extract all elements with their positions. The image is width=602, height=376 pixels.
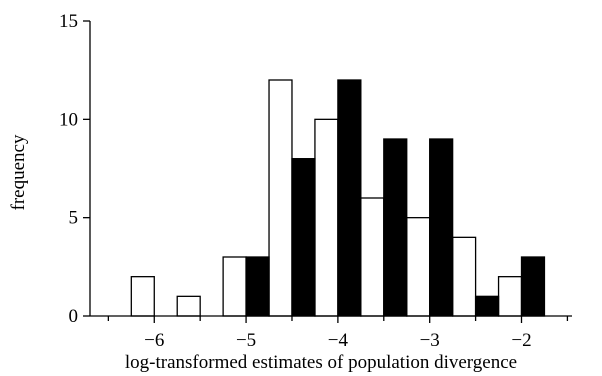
x-tick-label: −4 <box>328 330 349 351</box>
bar-series1-bin4 <box>429 138 454 317</box>
bar-series0-bin6 <box>406 217 431 317</box>
bar-series1-bin3 <box>383 138 408 317</box>
bar-series0-bin5 <box>360 197 385 317</box>
y-tick-label: 5 <box>69 208 79 229</box>
bar-series1-bin1 <box>291 158 316 317</box>
bar-series0-bin3 <box>268 79 293 317</box>
bar-series1-bin6 <box>520 256 546 317</box>
bars-layer <box>130 79 546 317</box>
x-tick-label: −3 <box>420 330 440 351</box>
bar-series0-bin0 <box>130 276 155 317</box>
y-tick-label: 0 <box>69 306 79 327</box>
bar-series1-bin5 <box>474 295 500 317</box>
x-axis-title: log-transformed estimates of population … <box>125 352 517 373</box>
axes-layer <box>89 21 572 317</box>
x-tick-label: −5 <box>236 330 256 351</box>
bar-series1-bin0 <box>245 256 270 317</box>
bar-series0-bin7 <box>451 236 477 317</box>
bar-series0-bin2 <box>222 256 247 317</box>
bar-series0-bin8 <box>497 276 523 317</box>
bar-series0-bin1 <box>176 295 201 317</box>
y-axis-title: frequency <box>8 134 29 210</box>
y-tick-label: 10 <box>59 109 78 130</box>
x-tick-label: −2 <box>511 330 531 351</box>
x-tick-label: −6 <box>144 330 164 351</box>
bar-series0-bin4 <box>314 118 339 317</box>
y-tick-label: 15 <box>59 11 78 32</box>
bar-series1-bin2 <box>337 79 362 317</box>
ticks-layer: −6 −5 −4 −3 −2 0 5 10 15 <box>59 11 569 351</box>
